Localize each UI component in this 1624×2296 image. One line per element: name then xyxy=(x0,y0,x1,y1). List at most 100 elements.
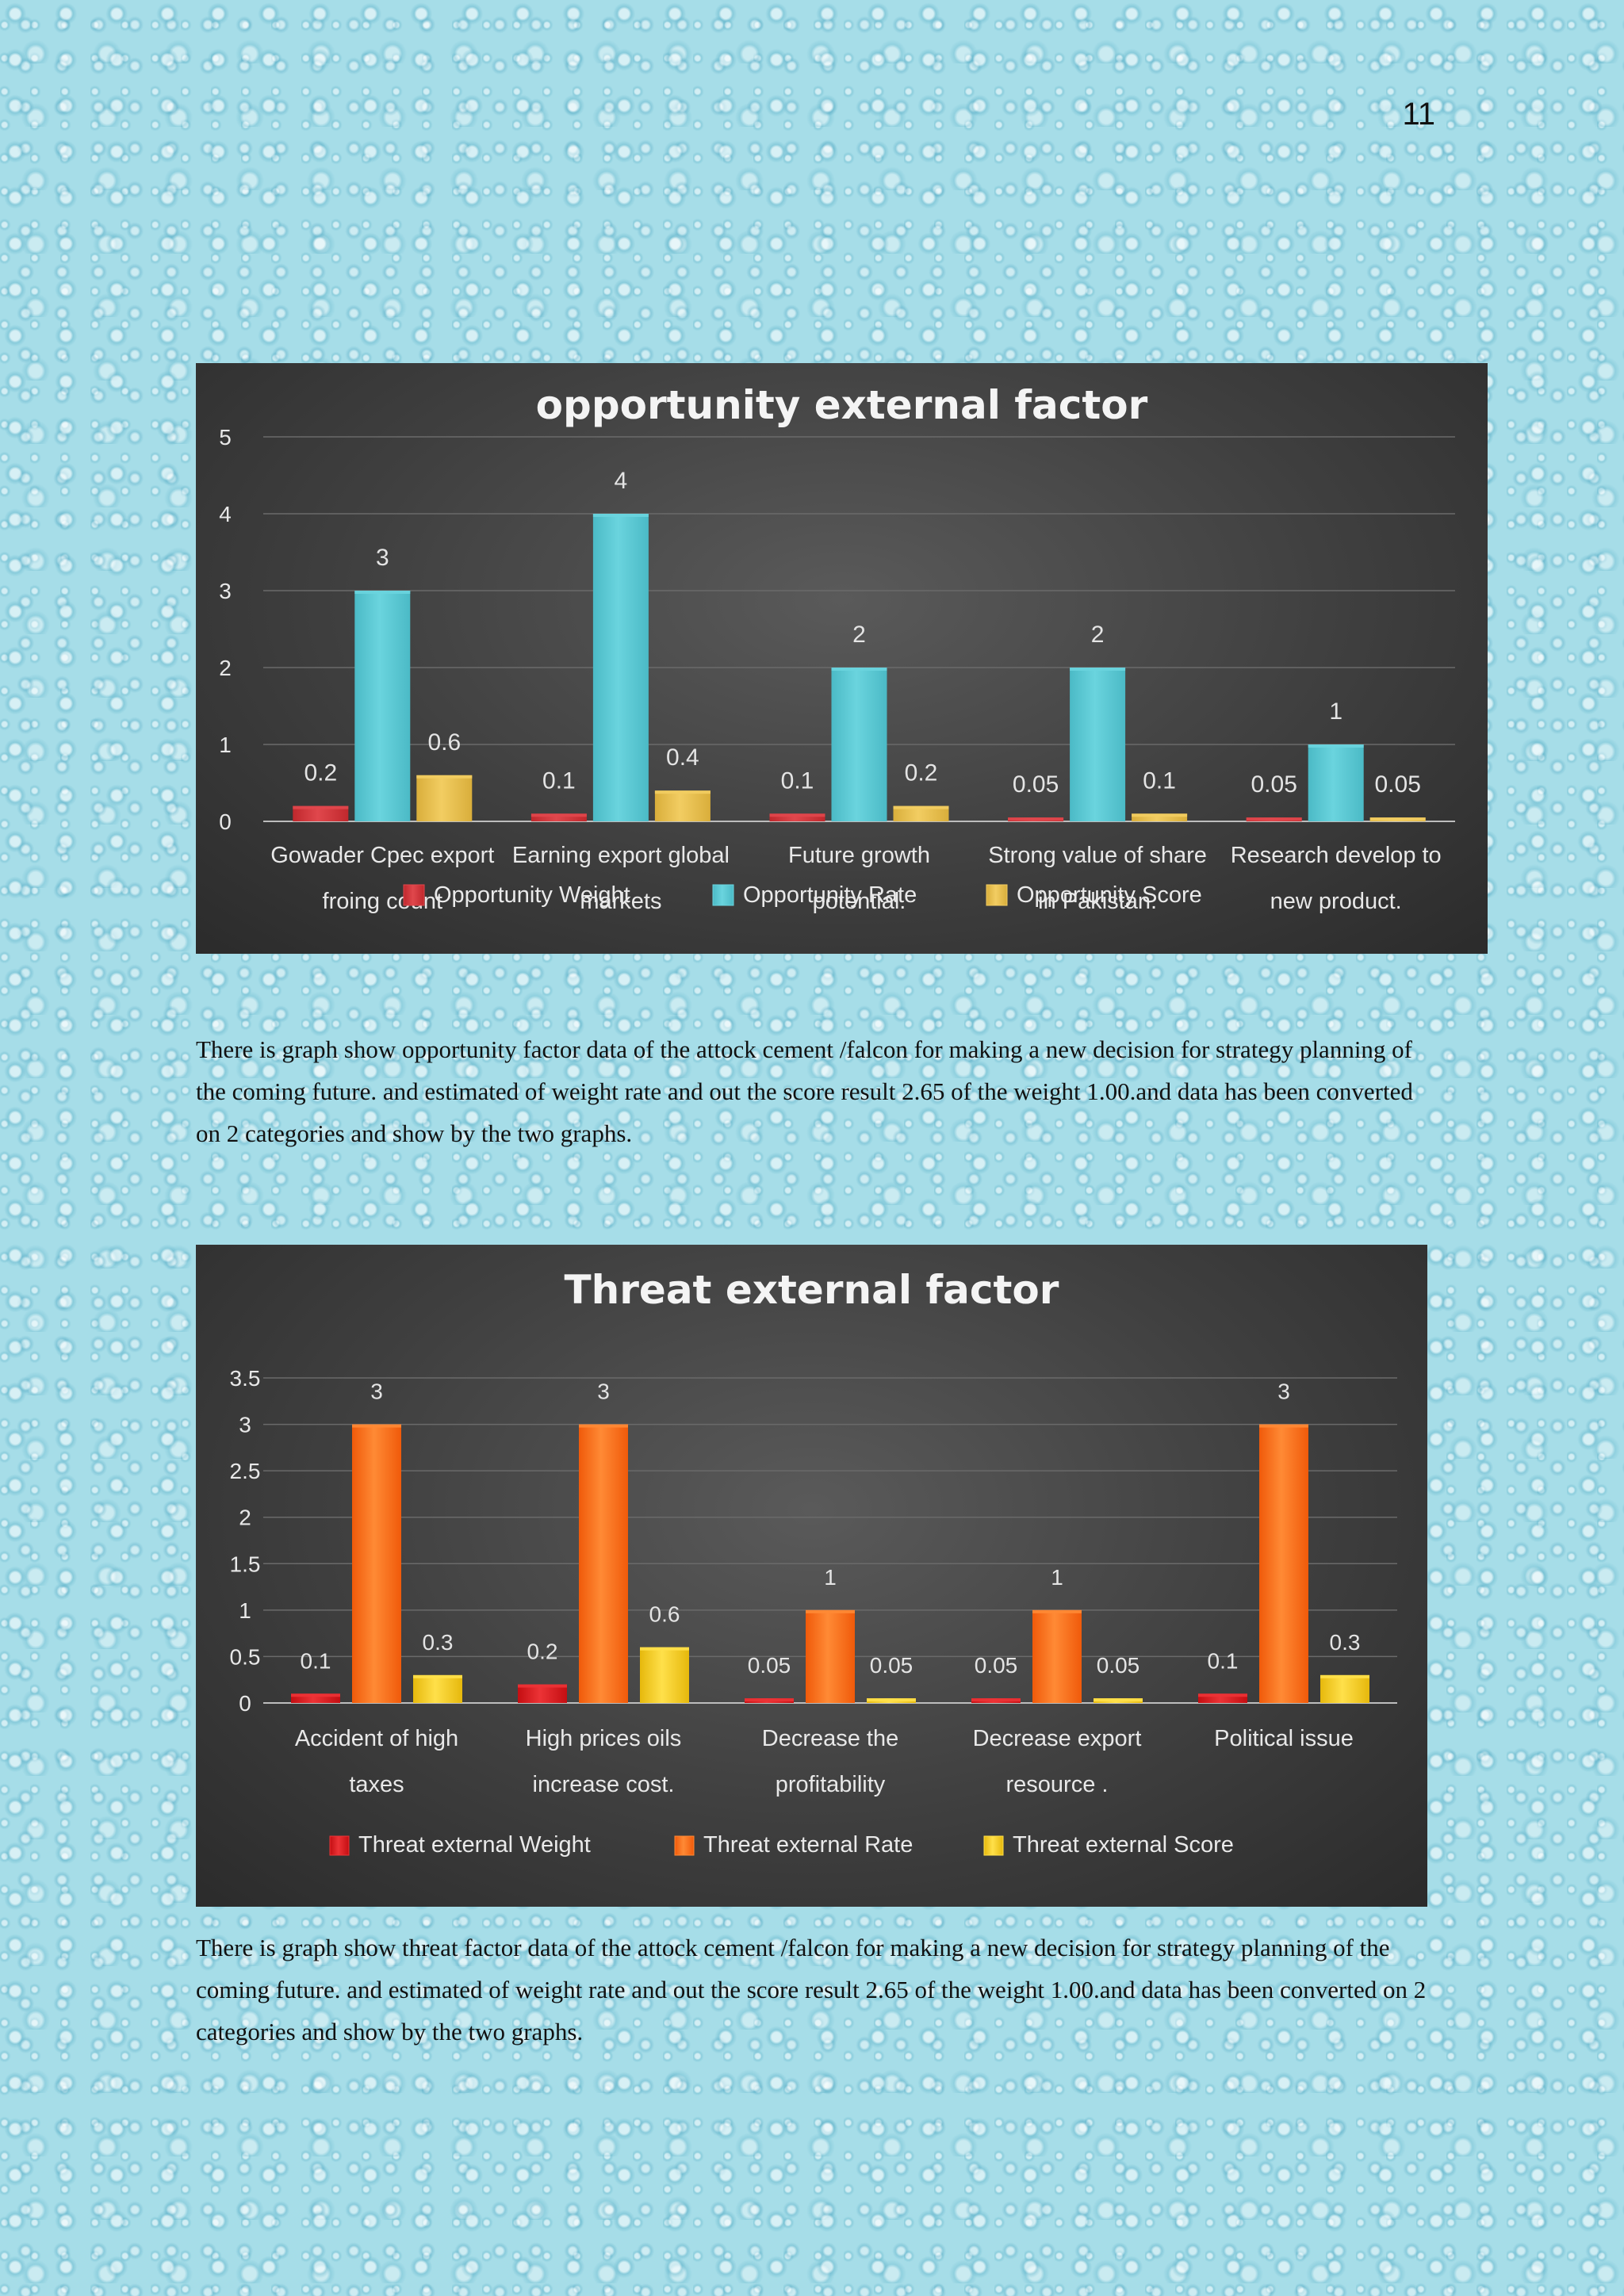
opportunity-data-label: 0.1 xyxy=(542,767,576,794)
threat-bar-cap xyxy=(1032,1609,1082,1613)
threat-data-label: 0.05 xyxy=(1097,1653,1140,1678)
threat-category-label: resource . xyxy=(1006,1772,1109,1797)
threat-legend-label: Threat external Rate xyxy=(703,1832,913,1858)
threat-category-label: Political issue xyxy=(1214,1726,1354,1751)
opportunity-category-label: Earning export global xyxy=(512,843,730,868)
opportunity-legend-swatch xyxy=(712,884,734,906)
opportunity-data-label: 0.05 xyxy=(1375,771,1421,798)
opportunity-data-label: 0.2 xyxy=(304,760,337,786)
opportunity-chart-svg: opportunity external factor 0 1 2 3 4 5 0.2 3 0.6… xyxy=(219,382,1455,914)
threat-bar-cap xyxy=(1094,1698,1143,1702)
threat-bar-cap xyxy=(1198,1693,1247,1697)
threat-data-label: 0.3 xyxy=(423,1630,454,1655)
threat-y-tick-label: 0 xyxy=(239,1691,251,1716)
threat-bar-cap xyxy=(579,1424,628,1428)
threat-bar xyxy=(1259,1424,1308,1703)
threat-bar-cap xyxy=(867,1698,916,1702)
threat-data-label: 0.05 xyxy=(870,1653,914,1678)
opportunity-bar-cap xyxy=(1132,813,1188,817)
threat-bar xyxy=(352,1424,401,1703)
opportunity-data-label: 3 xyxy=(376,545,389,571)
threat-y-tick-label: 2.5 xyxy=(230,1459,261,1483)
threat-data-label: 1 xyxy=(824,1565,837,1590)
threat-bar-cap xyxy=(291,1693,340,1697)
opportunity-data-label: 4 xyxy=(615,468,628,494)
threat-data-label: 0.1 xyxy=(1208,1648,1239,1673)
opportunity-bar-cap xyxy=(1246,817,1302,821)
opportunity-bar-cap xyxy=(592,514,649,517)
opportunity-category-label: Strong value of share xyxy=(988,843,1207,868)
threat-category-label: profitability xyxy=(776,1772,886,1797)
threat-category-label: Accident of high xyxy=(295,1726,458,1751)
opportunity-bar xyxy=(293,806,349,821)
opportunity-data-label: 0.4 xyxy=(666,744,699,771)
threat-data-label: 0.3 xyxy=(1330,1630,1361,1655)
page-number: 11 xyxy=(1402,97,1435,132)
threat-bar xyxy=(1198,1693,1247,1703)
threat-bar-cap xyxy=(806,1609,855,1613)
opportunity-category-label: Gowader Cpec export xyxy=(270,843,494,868)
opportunity-category-label: in Pakistan. xyxy=(1038,889,1157,914)
threat-legend-swatch xyxy=(329,1835,350,1856)
opportunity-legend-swatch xyxy=(403,884,425,906)
threat-bar-cap xyxy=(745,1698,794,1702)
threat-category-label: High prices oils xyxy=(526,1726,682,1751)
opportunity-chart: opportunity external factor 0 1 2 3 4 5 0.2 3 0.6… xyxy=(196,363,1488,954)
opportunity-data-label: 0.05 xyxy=(1013,771,1059,798)
threat-chart-svg: Threat external factor 0 0.5 1 1.5 2 2.5 3 3.5 0.… xyxy=(230,1267,1397,1858)
threat-bar xyxy=(413,1674,462,1703)
opportunity-y-tick-label: 1 xyxy=(219,733,232,757)
opportunity-bar xyxy=(592,514,649,821)
threat-y-tick-label: 3.5 xyxy=(230,1366,261,1391)
opportunity-bar-cap xyxy=(769,813,825,817)
opportunity-data-label: 2 xyxy=(1091,622,1105,648)
threat-bar xyxy=(640,1647,689,1703)
opportunity-y-tick-label: 2 xyxy=(219,656,232,680)
threat-bar-cap xyxy=(1259,1424,1308,1428)
threat-bar-cap xyxy=(971,1698,1021,1702)
threat-bar xyxy=(806,1609,855,1703)
threat-legend-swatch xyxy=(674,1835,695,1856)
opportunity-bar-cap xyxy=(293,806,349,809)
opportunity-bar-cap xyxy=(530,813,587,817)
threat-description: There is graph show threat factor data o… xyxy=(196,1934,1427,2045)
threat-bar xyxy=(518,1684,567,1703)
threat-bar-cap xyxy=(518,1684,567,1688)
opportunity-bar-cap xyxy=(1008,817,1064,821)
opportunity-bar xyxy=(893,806,949,821)
opportunity-bar xyxy=(1132,813,1188,821)
opportunity-bar xyxy=(354,591,411,821)
opportunity-data-label: 0.2 xyxy=(905,760,938,786)
opportunity-bar xyxy=(769,813,825,821)
threat-bar xyxy=(1320,1674,1369,1703)
opportunity-legend-swatch xyxy=(986,884,1008,906)
threat-data-label: 0.05 xyxy=(748,1653,791,1678)
opportunity-chart-title: opportunity external factor xyxy=(536,382,1148,428)
opportunity-bar-cap xyxy=(831,668,887,671)
opportunity-bar-cap xyxy=(416,775,473,779)
threat-bar xyxy=(291,1693,340,1703)
threat-y-tick-label: 1 xyxy=(239,1598,251,1623)
opportunity-y-tick-label: 0 xyxy=(219,809,232,834)
opportunity-description: There is graph show opportunity factor d… xyxy=(196,1035,1413,1147)
opportunity-data-label: 2 xyxy=(852,622,866,648)
opportunity-legend-label: Opportunity Score xyxy=(1017,882,1202,908)
opportunity-category-label: markets xyxy=(580,889,661,914)
opportunity-bar xyxy=(831,668,887,821)
threat-bar-cap xyxy=(640,1647,689,1651)
opportunity-category-label: Research develop to xyxy=(1231,843,1442,868)
threat-legend-label: Threat external Weight xyxy=(358,1832,591,1858)
opportunity-bar xyxy=(1308,744,1364,821)
threat-y-tick-label: 0.5 xyxy=(230,1644,261,1669)
opportunity-bar-cap xyxy=(1369,817,1426,821)
opportunity-bar-cap xyxy=(1070,668,1126,671)
opportunity-bar xyxy=(654,790,710,821)
opportunity-bar xyxy=(416,775,473,821)
opportunity-y-tick-label: 5 xyxy=(219,425,232,450)
threat-data-label: 0.6 xyxy=(649,1602,680,1627)
threat-bar xyxy=(579,1424,628,1703)
opportunity-category-label: Future growth xyxy=(788,843,930,868)
threat-data-label: 1 xyxy=(1051,1565,1063,1590)
opportunity-category-label: potential. xyxy=(813,889,906,914)
opportunity-bar-cap xyxy=(893,806,949,809)
